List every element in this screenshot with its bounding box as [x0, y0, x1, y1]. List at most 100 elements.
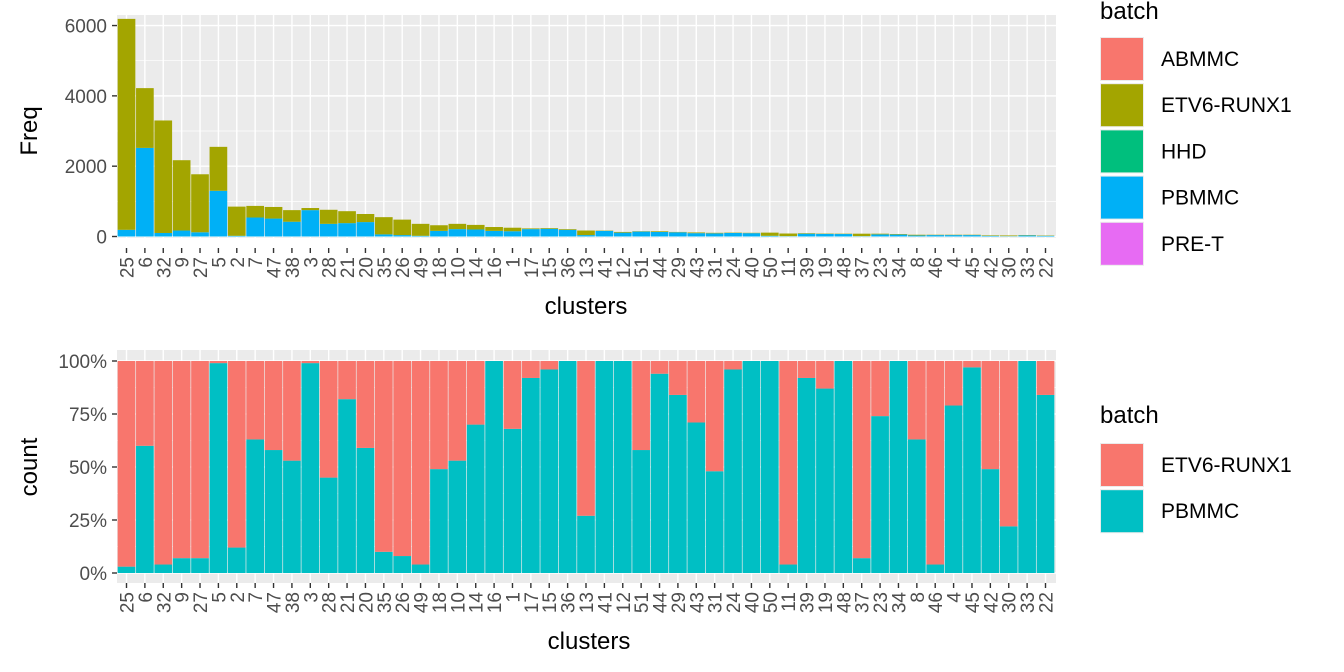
- bar-pbmmc-9: [172, 230, 191, 237]
- x-tick-label: 12: [614, 257, 635, 278]
- x-tick-label: 48: [834, 257, 855, 278]
- bar-pbmmc-43: [687, 233, 706, 237]
- x-tick-label: 18: [430, 592, 451, 613]
- bar-pbmmc-13: [577, 235, 595, 237]
- bar-etv6-runx1-35: [374, 361, 393, 552]
- x-tick-label: 37: [853, 257, 874, 278]
- bar-pbmmc-17: [522, 377, 540, 573]
- x-tick-label: 51: [632, 592, 653, 613]
- bar-pbmmc-49: [411, 564, 430, 573]
- x-tick-label: 34: [889, 257, 910, 279]
- bar-pbmmc-6: [136, 147, 154, 237]
- bar-pbmmc-10: [448, 460, 467, 573]
- bar-etv6-runx1-39: [797, 233, 816, 234]
- x-tick-label: 9: [173, 257, 194, 268]
- x-tick-label: 20: [356, 592, 377, 613]
- bar-pbmmc-50: [760, 235, 779, 237]
- bar-etv6-runx1-25: [117, 18, 136, 230]
- y-tick-label: 25%: [69, 511, 107, 532]
- x-tick-label: 22: [1037, 592, 1058, 613]
- x-tick-label: 21: [338, 592, 359, 613]
- bar-etv6-runx1-28: [319, 209, 338, 224]
- bar-etv6-runx1-13: [577, 230, 595, 236]
- bar-etv6-runx1-16: [485, 227, 503, 231]
- x-tick-label: 17: [522, 592, 543, 613]
- x-tick-label: 4: [945, 592, 966, 603]
- x-tick-label: 2: [228, 257, 249, 268]
- bar-pbmmc-37: [852, 558, 871, 573]
- bar-pbmmc-1: [503, 231, 522, 237]
- bar-pbmmc-21: [338, 399, 356, 573]
- bar-pbmmc-11: [779, 564, 798, 573]
- bar-pbmmc-21: [338, 223, 356, 237]
- x-tick-label: 25: [118, 257, 139, 278]
- bar-etv6-runx1-43: [687, 361, 706, 423]
- x-tick-label: 15: [540, 592, 561, 613]
- y-tick-label: 2000: [65, 157, 107, 178]
- x-tick-label: 27: [191, 257, 212, 278]
- bar-pbmmc-39: [797, 377, 816, 573]
- bar-pbmmc-8: [908, 439, 926, 573]
- bar-etv6-runx1-23: [871, 233, 889, 235]
- bar-etv6-runx1-32: [154, 120, 173, 233]
- bar-etv6-runx1-27: [191, 361, 209, 559]
- x-tick-label: 38: [283, 592, 304, 613]
- bar-pbmmc-7: [246, 217, 264, 237]
- x-tick-label: 26: [393, 592, 414, 613]
- bar-pbmmc-22: [1036, 394, 1055, 573]
- bar-etv6-runx1-30: [999, 361, 1018, 527]
- bar-pbmmc-23: [871, 416, 889, 573]
- bar-etv6-runx1-34: [889, 234, 908, 235]
- bar-pbmmc-34: [889, 361, 908, 573]
- bar-etv6-runx1-2: [227, 206, 246, 236]
- bar-pbmmc-18: [430, 469, 448, 573]
- bar-etv6-runx1-21: [338, 361, 356, 400]
- bar-pbmmc-29: [669, 232, 687, 237]
- x-tick-label: 2: [228, 592, 249, 603]
- bar-pbmmc-43: [687, 422, 706, 573]
- x-tick-label: 24: [724, 257, 745, 279]
- bar-pbmmc-15: [540, 228, 559, 237]
- freq-x-axis: 2563292752747383282120352649181014161171…: [118, 248, 1058, 278]
- x-tick-label: 11: [779, 592, 800, 612]
- x-tick-label: 36: [559, 592, 580, 613]
- legend-swatch: [1101, 222, 1143, 265]
- bar-pbmmc-2: [227, 547, 246, 573]
- bar-etv6-runx1-11: [779, 361, 798, 565]
- x-tick-label: 3: [301, 592, 322, 603]
- y-tick-label: 4000: [65, 87, 107, 108]
- bar-pbmmc-19: [816, 388, 834, 573]
- x-tick-label: 26: [393, 257, 414, 278]
- x-tick-label: 33: [1018, 257, 1039, 278]
- x-tick-label: 13: [577, 257, 598, 278]
- x-tick-label: 30: [1000, 257, 1021, 278]
- bar-etv6-runx1-44: [650, 361, 669, 374]
- bar-pbmmc-36: [558, 361, 577, 573]
- bar-etv6-runx1-22: [1036, 361, 1055, 395]
- bar-etv6-runx1-51: [632, 361, 650, 451]
- proportion-y-axis: 0% 25% 50% 75% 100%: [58, 352, 117, 585]
- bar-etv6-runx1-5: [209, 146, 228, 191]
- bar-pbmmc-35: [374, 234, 393, 237]
- proportion-y-axis-title: count: [16, 437, 43, 496]
- bar-pbmmc-26: [393, 235, 412, 237]
- bar-etv6-runx1-20: [356, 361, 375, 448]
- x-tick-label: 14: [467, 592, 488, 614]
- bar-etv6-runx1-4: [944, 361, 963, 406]
- x-tick-label: 45: [963, 592, 984, 613]
- x-tick-label: 7: [246, 257, 267, 268]
- x-tick-label: 5: [209, 592, 230, 603]
- x-tick-label: 28: [320, 592, 341, 613]
- bar-etv6-runx1-9: [172, 160, 191, 231]
- bar-pbmmc-23: [871, 234, 889, 237]
- bar-etv6-runx1-15: [540, 228, 559, 229]
- legend-label: ETV6-RUNX1: [1161, 94, 1292, 117]
- bar-etv6-runx1-32: [154, 361, 173, 565]
- bar-pbmmc-34: [889, 234, 908, 237]
- bar-etv6-runx1-7: [246, 205, 264, 218]
- x-tick-label: 32: [154, 592, 175, 613]
- legend-label: PRE-T: [1161, 233, 1224, 256]
- x-tick-label: 38: [283, 257, 304, 278]
- bar-etv6-runx1-50: [760, 232, 779, 236]
- bar-pbmmc-13: [577, 515, 595, 573]
